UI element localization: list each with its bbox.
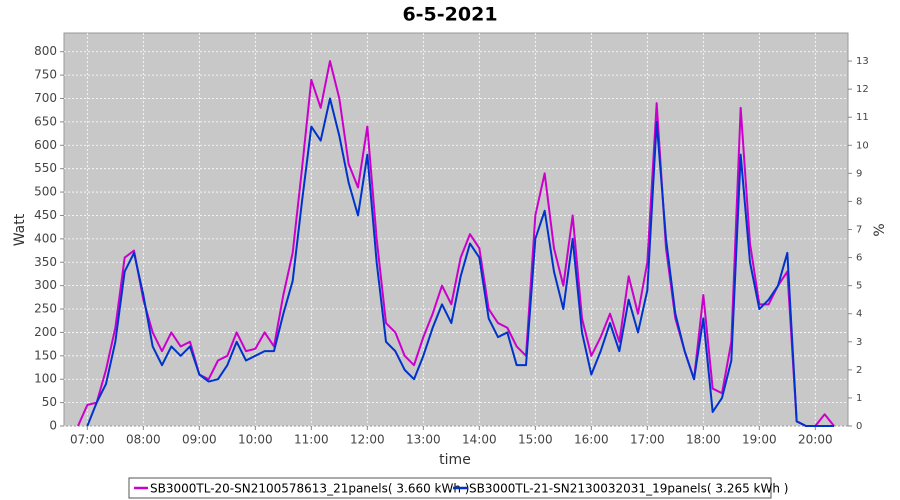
y-tick-label: 350	[34, 255, 57, 269]
y2-tick-label: 4	[856, 309, 862, 320]
y-tick-label: 450	[34, 208, 57, 222]
y-tick-label: 600	[34, 138, 57, 152]
x-tick-label: 09:00	[182, 433, 217, 447]
y-tick-label: 100	[34, 372, 57, 386]
x-tick-label: 16:00	[574, 433, 609, 447]
y2-tick-label: 1	[856, 393, 862, 404]
x-tick-label: 15:00	[518, 433, 553, 447]
y2-tick-label: 12	[856, 84, 869, 95]
x-tick-label: 18:00	[686, 433, 721, 447]
series-line	[86, 97, 834, 427]
y-tick-label: 50	[42, 395, 57, 409]
x-tick-label: 07:00	[70, 433, 105, 447]
y-tick-label: 700	[34, 91, 57, 105]
x-tick-label: 13:00	[406, 433, 441, 447]
y-tick-label: 800	[34, 44, 57, 58]
y2-tick-label: 6	[856, 253, 862, 264]
y-tick-label: 150	[34, 348, 57, 362]
x-tick-label: 14:00	[462, 433, 497, 447]
y2-tick-label: 7	[856, 225, 862, 236]
y2-tick-label: 10	[856, 140, 869, 151]
y-tick-label: 400	[34, 231, 57, 245]
y-tick-label: 300	[34, 278, 57, 292]
y-tick-label: 750	[34, 68, 57, 82]
y2-tick-label: 11	[856, 112, 869, 123]
y2-tick-label: 0	[856, 421, 862, 432]
y2-tick-label: 2	[856, 365, 862, 376]
y-tick-label: 500	[34, 185, 57, 199]
legend-label: SB3000TL-20-SN2100578613_21panels( 3.660…	[150, 482, 469, 496]
x-tick-label: 20:00	[798, 433, 833, 447]
y-tick-label: 0	[49, 419, 57, 433]
legend-label: SB3000TL-21-SN2130032031_19panels( 3.265…	[469, 482, 788, 496]
y2-tick-label: 8	[856, 196, 862, 207]
y2-tick-label: 3	[856, 337, 862, 348]
y-tick-label: 250	[34, 302, 57, 316]
y-axis-title: Watt	[12, 213, 28, 246]
legend	[128, 477, 772, 499]
y2-tick-label: 5	[856, 281, 862, 292]
x-tick-label: 11:00	[294, 433, 329, 447]
y-tick-label: 550	[34, 161, 57, 175]
y2-axis-title: %	[872, 223, 888, 236]
x-tick-label: 17:00	[630, 433, 665, 447]
x-tick-label: 08:00	[126, 433, 161, 447]
x-tick-label: 10:00	[238, 433, 273, 447]
x-tick-label: 12:00	[350, 433, 385, 447]
x-axis-title: time	[439, 452, 471, 468]
y-tick-label: 200	[34, 325, 57, 339]
x-tick-label: 19:00	[742, 433, 777, 447]
y2-tick-label: 9	[856, 168, 862, 179]
chart-title: 6-5-2021	[402, 4, 497, 26]
y-tick-label: 650	[34, 114, 57, 128]
y2-tick-label: 13	[856, 56, 869, 67]
